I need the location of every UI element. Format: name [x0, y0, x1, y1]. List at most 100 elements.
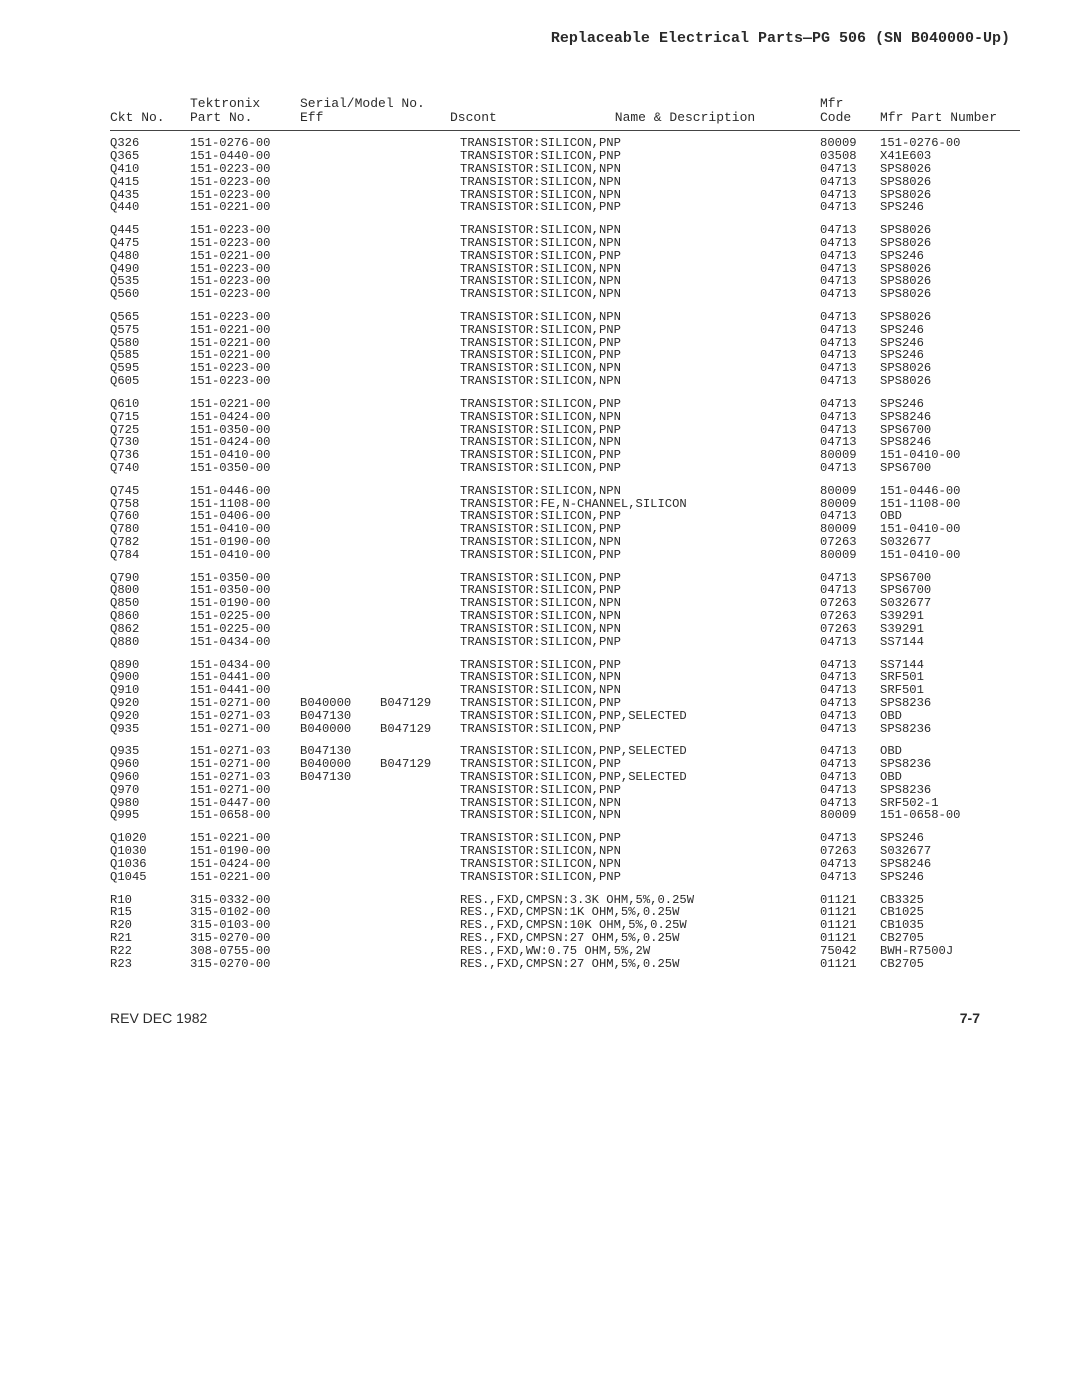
table-cell: 315-0270-00	[190, 932, 300, 945]
table-cell	[300, 809, 380, 822]
table-row: Q475151-0223-00TRANSISTOR:SILICON,NPN047…	[110, 237, 1020, 250]
table-cell: 04713	[820, 858, 880, 871]
table-cell: Q995	[110, 809, 190, 822]
table-cell	[300, 324, 380, 337]
table-row: Q440151-0221-00TRANSISTOR:SILICON,PNP047…	[110, 201, 1020, 214]
table-cell	[380, 201, 460, 214]
table-cell: SPS8026	[880, 163, 1020, 176]
table-cell: SPS246	[880, 250, 1020, 263]
table-row: Q782151-0190-00TRANSISTOR:SILICON,NPN072…	[110, 536, 1020, 549]
table-cell	[300, 498, 380, 511]
table-cell: 151-0271-00	[190, 723, 300, 736]
table-cell: 151-0446-00	[190, 485, 300, 498]
table-row: Q480151-0221-00TRANSISTOR:SILICON,PNP047…	[110, 250, 1020, 263]
table-cell: Q745	[110, 485, 190, 498]
table-cell	[300, 485, 380, 498]
table-cell: TRANSISTOR:SILICON,PNP	[460, 871, 820, 884]
table-cell: Q970	[110, 784, 190, 797]
table-cell	[380, 189, 460, 202]
table-cell	[300, 894, 380, 907]
table-cell: TRANSISTOR:SILICON,PNP	[460, 697, 820, 710]
table-cell: 151-0424-00	[190, 858, 300, 871]
table-row: Q745151-0446-00TRANSISTOR:SILICON,NPN800…	[110, 485, 1020, 498]
table-cell: 04713	[820, 311, 880, 324]
table-cell: SPS6700	[880, 462, 1020, 475]
table-cell: 151-0658-00	[190, 809, 300, 822]
table-cell: Q860	[110, 610, 190, 623]
table-row: Q610151-0221-00TRANSISTOR:SILICON,PNP047…	[110, 398, 1020, 411]
table-cell	[300, 176, 380, 189]
table-cell: TRANSISTOR:SILICON,NPN	[460, 536, 820, 549]
table-cell	[380, 237, 460, 250]
table-cell: 01121	[820, 958, 880, 971]
table-cell: TRANSISTOR:SILICON,NPN	[460, 623, 820, 636]
table-row: Q920151-0271-00B040000B047129TRANSISTOR:…	[110, 697, 1020, 710]
table-cell	[380, 163, 460, 176]
table-cell: TRANSISTOR:SILICON,NPN	[460, 858, 820, 871]
table-cell	[380, 337, 460, 350]
table-cell	[380, 349, 460, 362]
table-cell	[380, 176, 460, 189]
table-cell: Q784	[110, 549, 190, 562]
table-cell: Q715	[110, 411, 190, 424]
table-cell	[300, 845, 380, 858]
table-cell: Q475	[110, 237, 190, 250]
table-cell: B040000	[300, 697, 380, 710]
table-cell	[380, 932, 460, 945]
table-cell: 03508	[820, 150, 880, 163]
header-desc: Name & Description	[550, 97, 820, 124]
table-cell: TRANSISTOR:SILICON,NPN	[460, 176, 820, 189]
table-cell	[380, 845, 460, 858]
table-cell	[380, 597, 460, 610]
table-cell	[380, 375, 460, 388]
table-cell: B047129	[380, 723, 460, 736]
table-row: R23315-0270-00RES.,FXD,CMPSN:27 OHM,5%,0…	[110, 958, 1020, 971]
table-row: Q1036151-0424-00 TRANSISTOR:SILICON,NPN04…	[110, 858, 1020, 871]
table-cell: TRANSISTOR:SILICON,NPN	[460, 237, 820, 250]
table-cell	[380, 436, 460, 449]
table-cell: SPS246	[880, 871, 1020, 884]
table-cell: 151-0271-00	[190, 697, 300, 710]
table-cell	[300, 584, 380, 597]
table-cell	[300, 250, 380, 263]
table-cell: TRANSISTOR:SILICON,NPN	[460, 411, 820, 424]
table-cell	[300, 436, 380, 449]
table-cell: Q960	[110, 771, 190, 784]
table-cell: TRANSISTOR:SILICON,NPN	[460, 163, 820, 176]
table-cell: 04713	[820, 398, 880, 411]
table-cell: 151-0223-00	[190, 311, 300, 324]
parts-table: Q326151-0276-00TRANSISTOR:SILICON,PNP800…	[110, 137, 1020, 970]
table-cell: SPS8026	[880, 176, 1020, 189]
header-tek: Tektronix Part No.	[190, 97, 300, 124]
table-cell: 151-0410-00	[190, 549, 300, 562]
table-cell: 04713	[820, 723, 880, 736]
table-cell: 151-0271-03	[190, 710, 300, 723]
table-cell: B047129	[380, 758, 460, 771]
table-cell: Q1045	[110, 871, 190, 884]
table-cell	[300, 224, 380, 237]
table-cell	[300, 137, 380, 150]
table-cell: TRANSISTOR:SILICON,PNP	[460, 201, 820, 214]
footer-page: 7-7	[960, 1010, 980, 1026]
table-cell: SPS8026	[880, 237, 1020, 250]
table-cell	[380, 871, 460, 884]
table-cell: TRANSISTOR:SILICON,NPN	[460, 375, 820, 388]
table-cell: R23	[110, 958, 190, 971]
table-cell	[300, 237, 380, 250]
table-cell	[380, 398, 460, 411]
table-cell	[380, 671, 460, 684]
table-cell	[300, 337, 380, 350]
table-row: R21315-0270-00RES.,FXD,CMPSN:27 OHM,5%,0…	[110, 932, 1020, 945]
table-cell: Q1036	[110, 858, 190, 871]
table-cell	[380, 919, 460, 932]
table-cell	[300, 871, 380, 884]
table-cell: CB2705	[880, 932, 1020, 945]
table-row: Q365151-0440-00TRANSISTOR:SILICON,PNP035…	[110, 150, 1020, 163]
table-cell: S39291	[880, 623, 1020, 636]
header-mpn: Mfr Part Number	[880, 97, 1020, 124]
column-headers: Ckt No. Tektronix Part No. Serial/Model …	[110, 97, 1020, 124]
table-cell	[300, 510, 380, 523]
table-cell	[380, 411, 460, 424]
table-cell	[300, 610, 380, 623]
table-row: Q575151-0221-00TRANSISTOR:SILICON,PNP047…	[110, 324, 1020, 337]
